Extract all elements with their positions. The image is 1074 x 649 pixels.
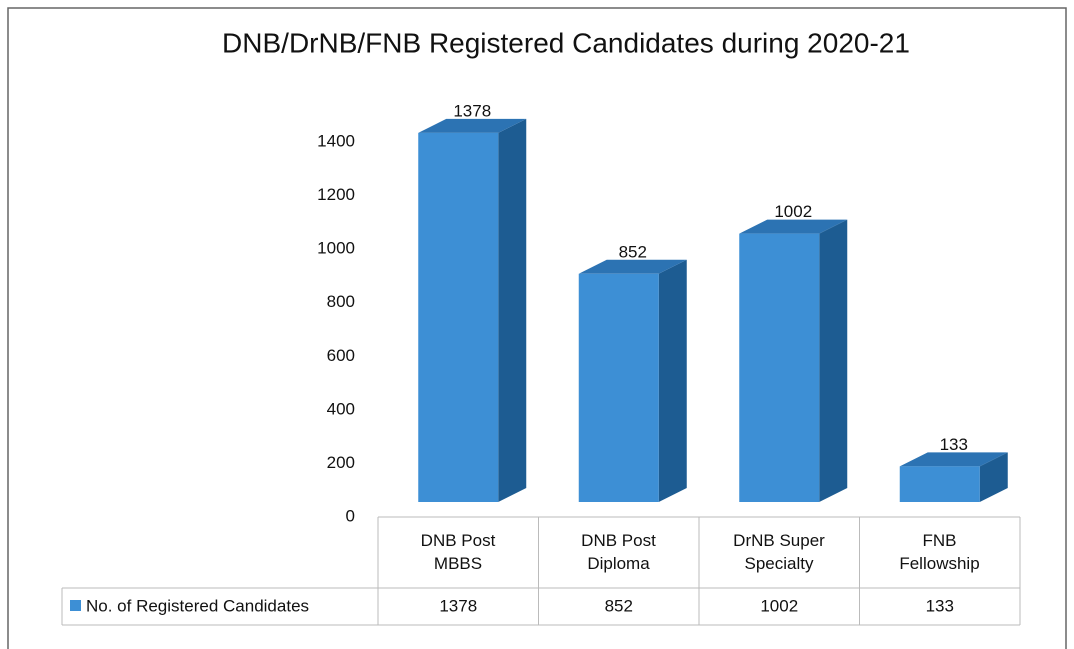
x-tick-label: DNB Post MBBS xyxy=(420,531,496,573)
y-tick-label: 1400 xyxy=(317,131,355,150)
bar-top xyxy=(739,219,848,234)
table-value: 1378 xyxy=(439,596,477,615)
table-value: 1002 xyxy=(760,596,798,615)
data-label: 133 xyxy=(940,435,968,454)
y-tick-label: 800 xyxy=(327,292,355,311)
table-value: 133 xyxy=(926,596,954,615)
bar-top xyxy=(578,259,687,274)
bar-top xyxy=(418,118,527,133)
data-label: 1378 xyxy=(453,101,491,120)
chart-title: DNB/DrNB/FNB Registered Candidates durin… xyxy=(222,27,910,58)
x-tick-label: DrNB Super Specialty xyxy=(733,531,825,573)
legend-swatch xyxy=(70,600,81,611)
bar-side xyxy=(819,219,848,502)
frame xyxy=(7,7,1067,649)
y-tick-label: 400 xyxy=(327,399,355,418)
legend-label: No. of Registered Candidates xyxy=(86,596,309,615)
y-tick-label: 200 xyxy=(327,453,355,472)
bar xyxy=(578,273,659,502)
data-label: 852 xyxy=(619,242,647,261)
bar xyxy=(739,233,820,502)
y-tick-label: 0 xyxy=(346,506,355,525)
bar xyxy=(899,466,980,502)
bar-side xyxy=(979,452,1008,502)
table-value: 852 xyxy=(605,596,633,615)
y-tick-label: 600 xyxy=(327,346,355,365)
x-tick-label: DNB Post Diploma xyxy=(581,531,656,573)
bar xyxy=(418,132,499,502)
bar-side xyxy=(498,118,527,503)
bar-side xyxy=(658,259,687,502)
data-label: 1002 xyxy=(774,202,812,221)
bar-top xyxy=(899,452,1008,467)
y-tick-label: 1000 xyxy=(317,239,355,258)
y-tick-label: 1200 xyxy=(317,185,355,204)
x-tick-label: FNB Fellowship xyxy=(899,531,980,573)
